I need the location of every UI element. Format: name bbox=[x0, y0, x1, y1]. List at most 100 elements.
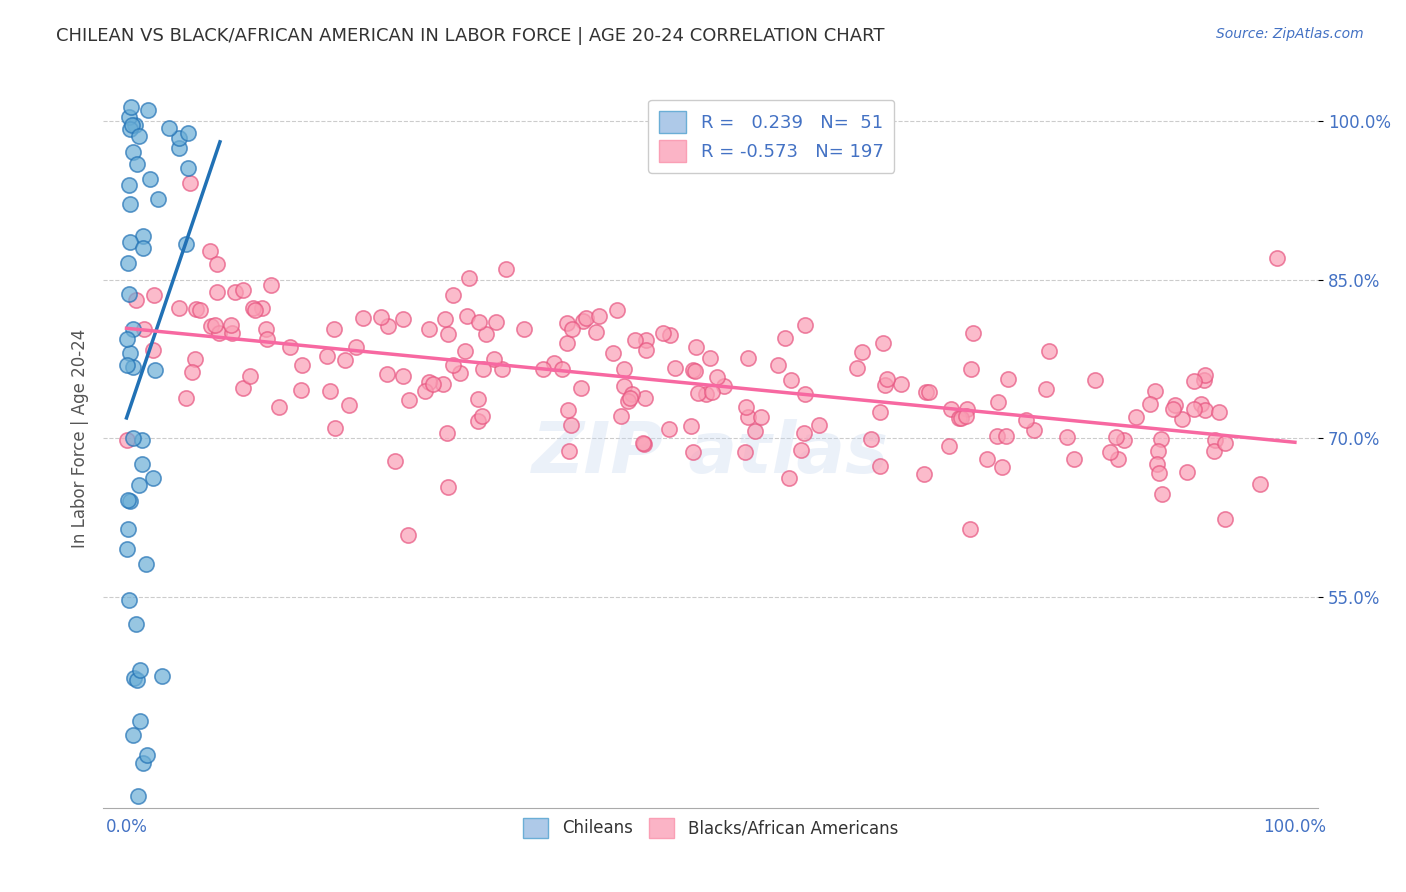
Point bbox=[128, 478, 150, 492]
Point bbox=[135, 748, 157, 763]
Point bbox=[157, 120, 180, 135]
Point bbox=[685, 340, 707, 354]
Point bbox=[384, 454, 406, 468]
Point bbox=[779, 373, 801, 387]
Point bbox=[948, 410, 970, 425]
Point bbox=[914, 384, 936, 399]
Point bbox=[681, 419, 703, 434]
Point bbox=[959, 522, 981, 536]
Point bbox=[132, 241, 155, 255]
Point bbox=[1213, 511, 1236, 525]
Point bbox=[976, 451, 998, 466]
Point bbox=[177, 161, 200, 176]
Point bbox=[441, 359, 464, 373]
Point bbox=[560, 417, 582, 432]
Point bbox=[125, 673, 148, 687]
Point bbox=[619, 391, 641, 405]
Point bbox=[695, 387, 717, 401]
Point bbox=[485, 316, 508, 330]
Point bbox=[652, 326, 675, 341]
Point bbox=[997, 372, 1019, 386]
Point bbox=[207, 257, 229, 271]
Point bbox=[571, 381, 593, 395]
Y-axis label: In Labor Force | Age 20-24: In Labor Force | Age 20-24 bbox=[72, 329, 89, 548]
Point bbox=[1182, 402, 1205, 417]
Point bbox=[219, 318, 242, 333]
Point bbox=[142, 471, 165, 485]
Point bbox=[146, 192, 169, 206]
Point bbox=[1213, 436, 1236, 450]
Point bbox=[555, 316, 578, 330]
Point bbox=[200, 318, 222, 333]
Point bbox=[682, 445, 704, 459]
Point bbox=[1182, 374, 1205, 388]
Point bbox=[1249, 477, 1271, 491]
Point bbox=[167, 131, 190, 145]
Point bbox=[131, 433, 153, 447]
Point bbox=[449, 366, 471, 380]
Point bbox=[129, 663, 152, 677]
Point bbox=[778, 471, 800, 485]
Point bbox=[859, 432, 882, 446]
Point bbox=[851, 345, 873, 359]
Point bbox=[1175, 465, 1198, 479]
Point bbox=[482, 351, 505, 366]
Point bbox=[872, 335, 894, 350]
Point bbox=[125, 293, 148, 307]
Point bbox=[142, 288, 165, 302]
Point bbox=[121, 322, 143, 336]
Point bbox=[543, 356, 565, 370]
Point bbox=[869, 405, 891, 419]
Point bbox=[1152, 487, 1174, 501]
Point bbox=[468, 315, 491, 329]
Point bbox=[124, 671, 146, 685]
Point bbox=[702, 385, 724, 400]
Point bbox=[167, 141, 190, 155]
Point bbox=[221, 326, 243, 341]
Point bbox=[454, 343, 477, 358]
Point bbox=[184, 352, 207, 367]
Point bbox=[606, 302, 628, 317]
Point bbox=[1038, 344, 1060, 359]
Point bbox=[1194, 368, 1216, 382]
Point bbox=[550, 361, 572, 376]
Point bbox=[495, 262, 517, 277]
Point bbox=[950, 410, 973, 425]
Point bbox=[991, 460, 1014, 475]
Point bbox=[117, 332, 139, 346]
Point bbox=[737, 351, 759, 365]
Point bbox=[1147, 466, 1170, 480]
Point bbox=[177, 126, 200, 140]
Point bbox=[120, 345, 142, 359]
Point bbox=[588, 309, 610, 323]
Point bbox=[939, 401, 962, 416]
Point bbox=[1204, 443, 1226, 458]
Point bbox=[344, 340, 367, 354]
Point bbox=[370, 310, 392, 324]
Point bbox=[1084, 373, 1107, 387]
Point bbox=[612, 362, 634, 376]
Point bbox=[118, 235, 141, 249]
Point bbox=[873, 378, 896, 392]
Point bbox=[125, 617, 148, 632]
Point bbox=[1139, 396, 1161, 410]
Point bbox=[617, 393, 640, 408]
Point bbox=[204, 318, 226, 333]
Text: Source: ZipAtlas.com: Source: ZipAtlas.com bbox=[1216, 27, 1364, 41]
Point bbox=[254, 321, 277, 335]
Point bbox=[138, 171, 160, 186]
Point bbox=[1105, 430, 1128, 444]
Point bbox=[513, 321, 536, 335]
Point bbox=[1143, 384, 1166, 398]
Point bbox=[392, 368, 415, 383]
Point bbox=[467, 392, 489, 406]
Point bbox=[186, 302, 208, 317]
Point bbox=[808, 418, 831, 433]
Point bbox=[436, 425, 458, 440]
Point bbox=[118, 110, 141, 124]
Point bbox=[128, 714, 150, 728]
Point bbox=[845, 361, 868, 376]
Point bbox=[658, 422, 681, 436]
Point bbox=[132, 322, 155, 336]
Point bbox=[491, 361, 513, 376]
